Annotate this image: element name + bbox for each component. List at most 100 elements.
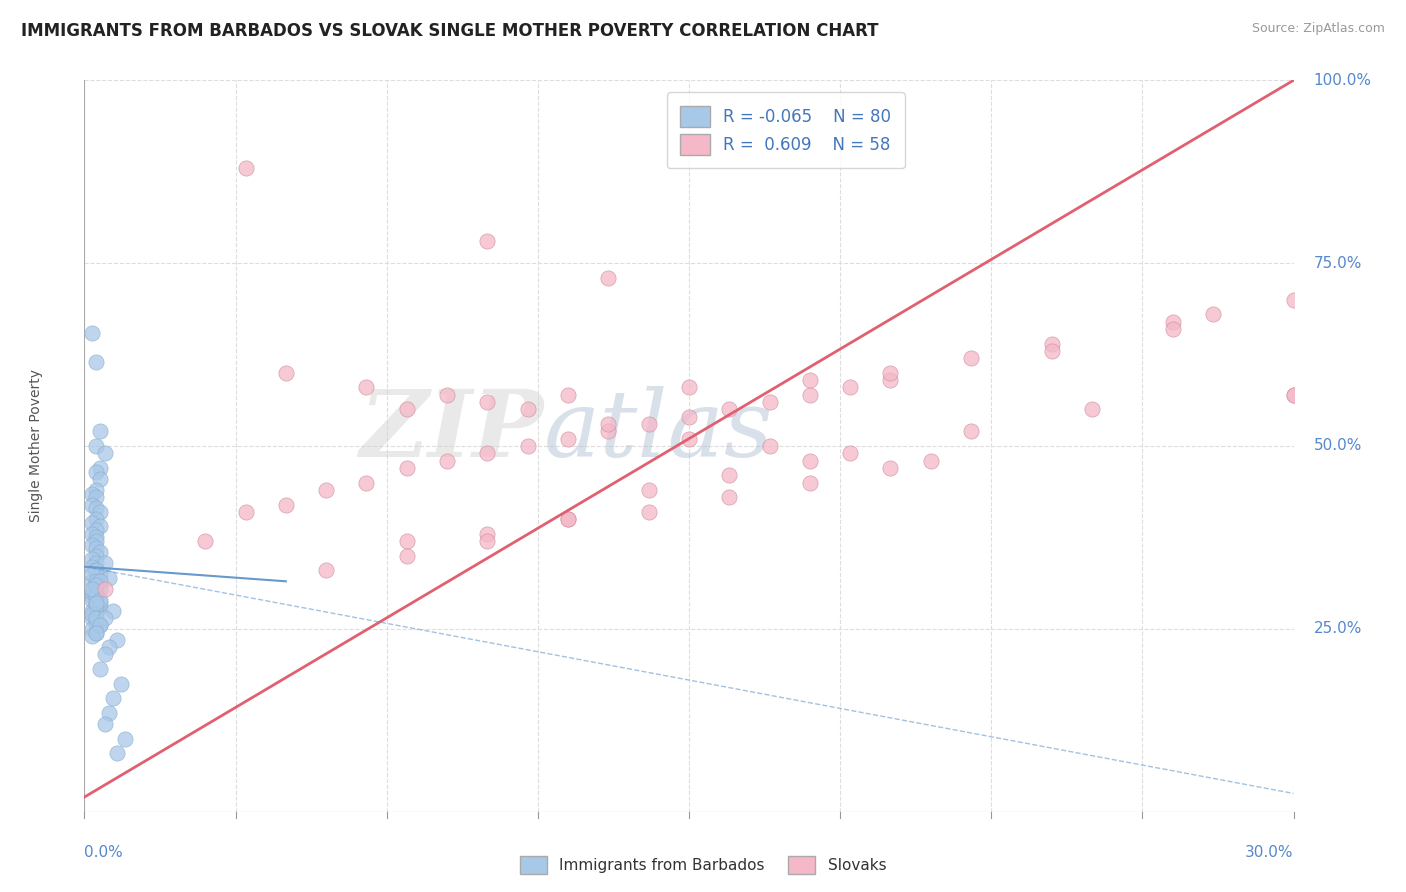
Point <box>637 505 659 519</box>
Point <box>86 578 108 592</box>
Point <box>879 461 901 475</box>
Point <box>395 402 418 417</box>
Point <box>89 472 111 486</box>
Point <box>718 402 741 417</box>
Point <box>86 549 108 563</box>
Point <box>97 706 120 720</box>
Point <box>356 380 378 394</box>
Point <box>960 351 983 366</box>
Point <box>799 453 821 467</box>
Point <box>235 505 257 519</box>
Point <box>477 446 499 460</box>
Point <box>799 475 821 490</box>
Point <box>86 512 108 526</box>
Point <box>86 625 108 640</box>
Point <box>1040 336 1063 351</box>
Point <box>82 516 104 530</box>
Point <box>516 439 538 453</box>
Text: 50.0%: 50.0% <box>1313 439 1362 453</box>
Legend: Immigrants from Barbados, Slovaks: Immigrants from Barbados, Slovaks <box>513 850 893 880</box>
Point <box>477 395 499 409</box>
Point <box>516 402 538 417</box>
Point <box>105 746 128 760</box>
Point <box>274 366 297 380</box>
Point <box>82 326 104 340</box>
Point <box>86 355 108 369</box>
Point <box>89 592 111 607</box>
Point <box>1081 402 1104 417</box>
Point <box>86 465 108 479</box>
Point <box>678 380 700 394</box>
Point <box>1161 322 1184 336</box>
Point <box>93 446 115 460</box>
Point <box>82 607 104 622</box>
Point <box>86 615 108 629</box>
Point <box>86 618 108 632</box>
Point <box>86 563 108 577</box>
Point <box>879 366 901 380</box>
Point <box>1161 315 1184 329</box>
Point <box>82 574 104 589</box>
Point <box>557 512 579 526</box>
Point <box>86 501 108 516</box>
Point <box>1202 307 1225 321</box>
Point <box>86 541 108 556</box>
Point <box>86 530 108 544</box>
Point <box>82 582 104 596</box>
Text: Source: ZipAtlas.com: Source: ZipAtlas.com <box>1251 22 1385 36</box>
Point <box>89 618 111 632</box>
Point <box>86 523 108 537</box>
Point <box>105 632 128 647</box>
Point <box>718 490 741 504</box>
Point <box>1282 388 1305 402</box>
Point <box>86 607 108 622</box>
Point <box>86 563 108 577</box>
Point <box>82 592 104 607</box>
Point <box>1282 388 1305 402</box>
Point <box>82 486 104 500</box>
Point <box>101 603 124 617</box>
Point <box>89 519 111 533</box>
Point <box>82 622 104 636</box>
Point <box>86 599 108 614</box>
Point <box>1040 343 1063 358</box>
Point <box>86 603 108 617</box>
Text: 30.0%: 30.0% <box>1246 845 1294 860</box>
Point <box>97 571 120 585</box>
Point <box>920 453 942 467</box>
Point <box>114 731 136 746</box>
Point <box>89 574 111 589</box>
Point <box>718 468 741 483</box>
Point <box>86 589 108 603</box>
Point <box>86 589 108 603</box>
Point <box>82 603 104 617</box>
Point <box>799 388 821 402</box>
Point <box>879 373 901 387</box>
Point <box>89 596 111 610</box>
Point <box>477 526 499 541</box>
Point <box>82 559 104 574</box>
Point <box>637 483 659 497</box>
Point <box>93 717 115 731</box>
Point <box>89 505 111 519</box>
Point <box>86 490 108 504</box>
Point <box>93 648 115 662</box>
Point <box>89 545 111 559</box>
Point <box>436 453 458 467</box>
Point <box>86 556 108 570</box>
Point <box>315 563 337 577</box>
Point <box>758 439 780 453</box>
Point <box>82 567 104 582</box>
Point <box>93 611 115 625</box>
Point <box>86 596 108 610</box>
Point <box>86 574 108 589</box>
Point <box>89 662 111 676</box>
Point <box>86 585 108 599</box>
Point <box>557 512 579 526</box>
Point <box>89 425 111 439</box>
Point <box>86 571 108 585</box>
Point <box>274 498 297 512</box>
Point <box>86 578 108 592</box>
Point <box>678 409 700 424</box>
Point <box>82 585 104 599</box>
